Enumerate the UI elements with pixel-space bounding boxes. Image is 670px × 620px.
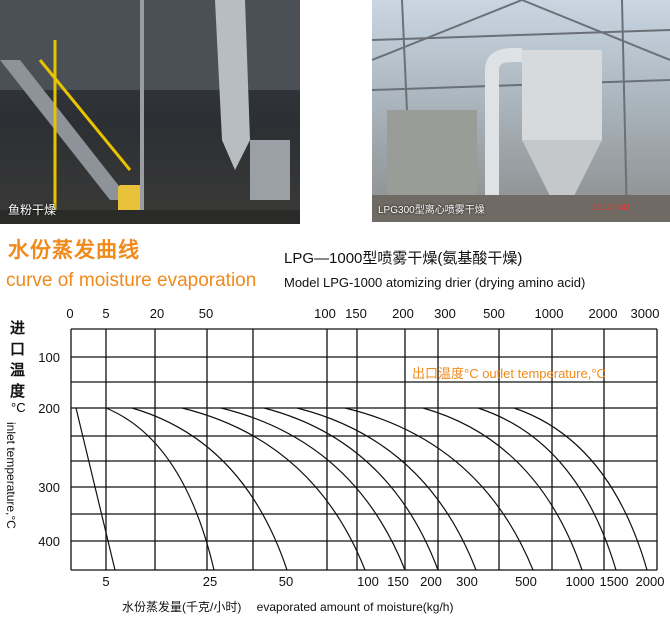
evaporation-curve-150 <box>220 407 406 571</box>
y-axis-unit: °C <box>11 400 26 415</box>
x-axis-label-cn: 水份蒸发量(千克/小时) <box>122 600 242 614</box>
bottom-tick-label: 25 <box>203 574 217 589</box>
evaporation-curve-5 <box>75 407 116 571</box>
top-tick-label: 150 <box>345 306 367 321</box>
evaporation-curve-500 <box>344 407 534 571</box>
model-title-en: Model LPG-1000 atomizing drier (drying a… <box>284 275 586 290</box>
y-tick-label: 300 <box>38 480 60 495</box>
chart-title-cn: 水份蒸发曲线 <box>8 239 140 262</box>
evaporation-curve-2000 <box>513 407 648 571</box>
bottom-tick-label: 100 <box>357 574 379 589</box>
evaporation-curve-50 <box>131 407 288 571</box>
bottom-tick-label: 1500 <box>600 574 629 589</box>
photo-fishmeal-drying: 鱼粉干燥 <box>0 0 300 224</box>
top-tick-label: 300 <box>434 306 456 321</box>
top-tick-label: 2000 <box>589 306 618 321</box>
top-tick-label: 20 <box>150 306 164 321</box>
bottom-tick-label: 500 <box>515 574 537 589</box>
top-tick-label: 3000 <box>631 306 660 321</box>
top-tick-label: 500 <box>483 306 505 321</box>
y-axis-label-cn: 进口温度 <box>10 320 26 400</box>
y-tick-label: 400 <box>38 534 60 549</box>
top-tick-label: 200 <box>392 306 414 321</box>
outlet-temperature-label: 出口温度°C outlet temperature,°C <box>412 366 606 381</box>
top-tick-label: 1000 <box>535 306 564 321</box>
model-title-cn: LPG—1000型喷雾干燥(氨基酸干燥) <box>284 250 523 267</box>
evaporation-curve-100 <box>181 407 366 571</box>
bottom-tick-label: 2000 <box>636 574 665 589</box>
top-tick-label: 50 <box>199 306 213 321</box>
top-tick-label: 100 <box>314 306 336 321</box>
photo-lpg300-dryer: LPG300型离心喷雾干燥 23 13:04M <box>372 0 670 222</box>
evaporation-curve-1500 <box>477 407 617 571</box>
bottom-tick-label: 200 <box>420 574 442 589</box>
evaporation-curve-300 <box>296 407 477 571</box>
y-axis-label-en: inlet temperature,°C <box>4 422 18 529</box>
photo-lpg300-dryer-image <box>372 0 670 222</box>
y-tick-label: 100 <box>38 350 60 365</box>
bottom-tick-label: 50 <box>279 574 293 589</box>
y-tick-label: 200 <box>38 401 60 416</box>
photo-caption: 鱼粉干燥 <box>8 203 57 217</box>
x-axis-label: 水份蒸发量(千克/小时) evaporated amount of moistu… <box>122 598 465 615</box>
photo-fishmeal-drying-image <box>0 0 300 224</box>
chart-title-en: curve of moisture evaporation <box>6 270 257 291</box>
photo-caption: LPG300型离心喷雾干燥 <box>378 205 485 216</box>
x-axis-label-en: evaporated amount of moisture(kg/h) <box>256 600 454 614</box>
bottom-tick-label: 150 <box>387 574 409 589</box>
evaporation-curve-200 <box>263 407 439 571</box>
bottom-tick-label: 300 <box>456 574 478 589</box>
evaporation-curve-1000 <box>422 407 583 571</box>
bottom-tick-label: 1000 <box>566 574 595 589</box>
top-tick-label: 5 <box>102 306 109 321</box>
evaporation-curve-25 <box>105 407 215 571</box>
bottom-tick-label: 5 <box>102 574 109 589</box>
top-tick-label: 0 <box>66 306 73 321</box>
photo-date-stamp: 23 13:04M <box>592 203 630 212</box>
